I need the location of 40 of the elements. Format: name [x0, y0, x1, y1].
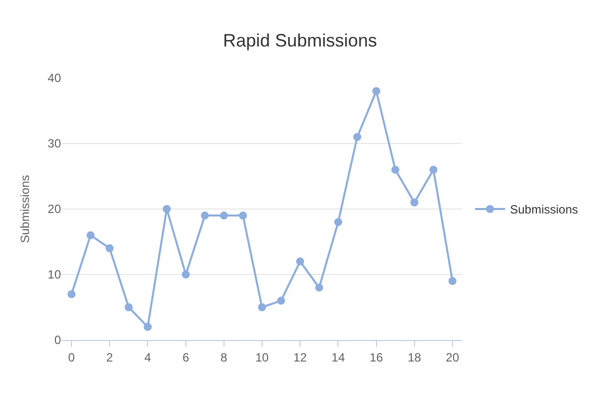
chart-title: Rapid Submissions	[222, 30, 378, 50]
point	[353, 132, 362, 141]
y-tick-label: 0	[54, 333, 62, 348]
x-tick-label: 6	[182, 350, 190, 364]
y-tick-label: 40	[48, 71, 62, 86]
point	[410, 198, 418, 206]
x-tick-label: 0	[68, 350, 76, 364]
point	[448, 277, 456, 286]
point	[220, 212, 228, 220]
x-tick-label: 10	[255, 350, 269, 364]
point	[86, 231, 95, 240]
x-tick-label: 2	[106, 350, 114, 364]
y-axis-title: Submissions	[18, 174, 32, 244]
x-tick-label: 12	[293, 350, 308, 364]
point	[238, 212, 247, 220]
y-tick-label: 20	[48, 202, 62, 216]
y-tick-label: 30	[48, 136, 62, 151]
point	[144, 322, 152, 331]
point	[182, 270, 190, 278]
point	[315, 284, 324, 292]
legend-label: Submissions	[510, 202, 578, 217]
point	[334, 218, 342, 226]
point	[162, 205, 171, 213]
point	[391, 166, 400, 174]
x-tick-label: 4	[144, 350, 152, 364]
x-tick-label: 18	[408, 350, 422, 364]
point	[296, 257, 304, 266]
point	[429, 166, 438, 174]
x-tick-label: 8	[220, 350, 228, 364]
x-tick-label: 20	[446, 350, 460, 364]
y-tick-label: 10	[48, 268, 62, 282]
point	[372, 87, 380, 96]
point	[68, 290, 76, 298]
x-tick-label: 16	[370, 350, 384, 364]
point	[124, 303, 133, 312]
point	[258, 303, 266, 312]
x-tick-label: 14	[332, 350, 346, 364]
point	[200, 212, 209, 220]
point	[277, 296, 286, 305]
point	[106, 244, 114, 252]
